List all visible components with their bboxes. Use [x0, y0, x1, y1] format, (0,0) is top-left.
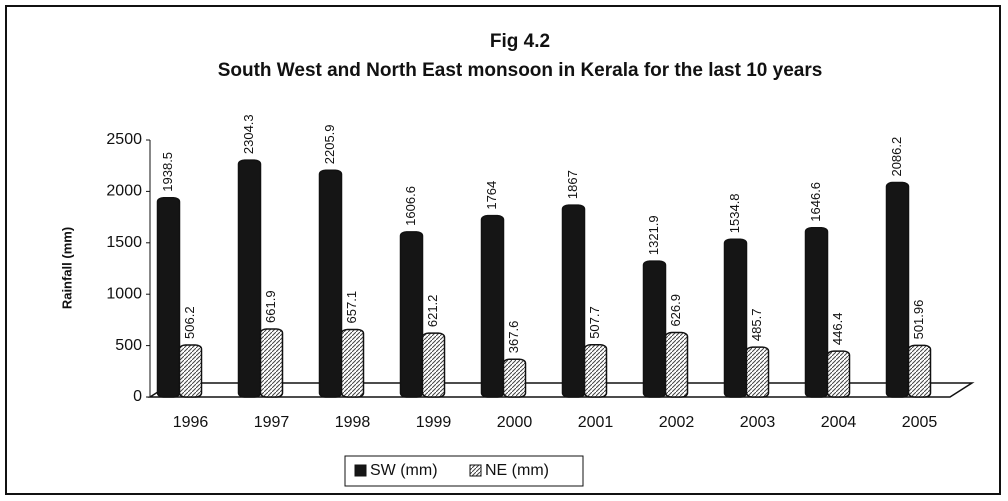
x-tick-label: 1998 — [335, 414, 371, 431]
x-tick-label: 1999 — [416, 414, 452, 431]
bar — [642, 260, 667, 398]
data-label: 2086.2 — [889, 137, 904, 177]
bar — [561, 204, 586, 398]
bar — [907, 344, 932, 398]
y-tick-label: 0 — [133, 388, 142, 405]
x-tick-label: 2004 — [821, 414, 857, 431]
data-label: 1764 — [484, 181, 499, 210]
bar — [178, 344, 203, 398]
data-label: 1606.6 — [403, 186, 418, 226]
data-label: 1646.6 — [808, 182, 823, 222]
data-label: 1534.8 — [727, 193, 742, 233]
y-tick-label: 2500 — [106, 131, 142, 148]
data-label: 657.1 — [344, 291, 359, 324]
y-tick-label: 500 — [115, 337, 142, 354]
y-tick-label: 1500 — [106, 234, 142, 251]
x-tick-label: 2003 — [740, 414, 776, 431]
bar — [237, 159, 262, 398]
data-label: 1938.5 — [160, 152, 175, 192]
data-label: 1867 — [565, 170, 580, 199]
legend-box — [344, 455, 584, 487]
bar — [480, 214, 505, 398]
data-label: 485.7 — [749, 309, 764, 342]
bar — [804, 226, 829, 398]
data-label: 506.2 — [182, 306, 197, 339]
bar — [723, 238, 748, 398]
bar — [826, 350, 851, 398]
bar — [156, 196, 181, 398]
x-tick-label: 1997 — [254, 414, 290, 431]
data-label: 621.2 — [425, 295, 440, 328]
bar — [340, 328, 365, 398]
bar — [583, 344, 608, 398]
chart-title: Fig 4.2 — [490, 31, 550, 52]
x-tick-label: 1996 — [173, 414, 209, 431]
x-tick-label: 2000 — [497, 414, 533, 431]
legend: SW (mm) NE (mm) — [344, 455, 584, 487]
legend-label: NE (mm) — [485, 462, 549, 479]
bar — [885, 181, 910, 398]
x-tick-label: 2005 — [902, 414, 938, 431]
x-tick-label: 2001 — [578, 414, 614, 431]
data-label: 1321.9 — [646, 215, 661, 255]
bar — [664, 331, 689, 398]
x-tick-label: 2002 — [659, 414, 695, 431]
data-label: 507.7 — [587, 306, 602, 339]
y-tick-label: 1000 — [106, 285, 142, 302]
chart-subtitle: South West and North East monsoon in Ker… — [217, 60, 823, 81]
bar — [399, 231, 424, 398]
data-label: 661.9 — [263, 290, 278, 323]
bar — [745, 346, 770, 398]
legend-label: SW (mm) — [370, 462, 438, 479]
subtitle-box: South West and North East monsoon in Ker… — [217, 60, 823, 81]
y-tick-label: 2000 — [106, 183, 142, 200]
data-label: 446.4 — [830, 313, 845, 346]
bar — [421, 332, 446, 398]
data-label: 2304.3 — [241, 114, 256, 154]
data-label: 367.6 — [506, 321, 521, 354]
data-label: 626.9 — [668, 294, 683, 327]
bar — [259, 328, 284, 398]
y-axis-label: Rainfall (mm) — [59, 227, 74, 309]
bar — [502, 358, 527, 398]
legend-swatch — [354, 464, 367, 477]
bar — [318, 169, 343, 398]
data-label: 2205.9 — [322, 124, 337, 164]
data-label: 501.96 — [911, 300, 926, 340]
legend-swatch — [469, 464, 482, 477]
